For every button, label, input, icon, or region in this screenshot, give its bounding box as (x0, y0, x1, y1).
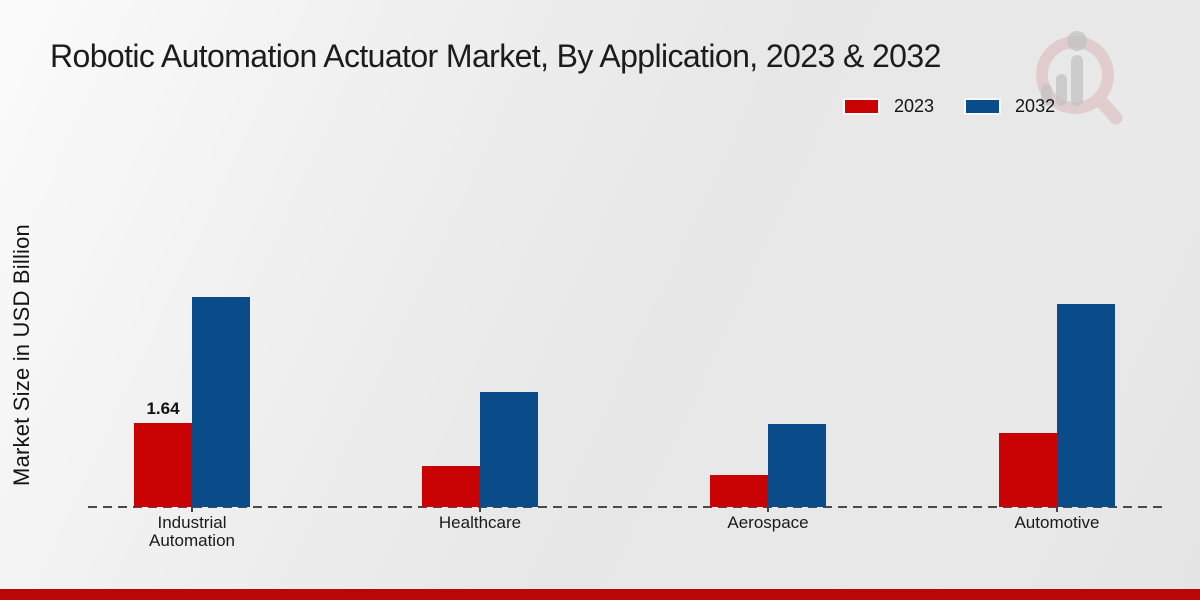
brand-watermark (1028, 28, 1124, 128)
magnifier-logo-icon (1036, 31, 1123, 125)
bar-2023-aerospace (710, 475, 768, 507)
bar-2032-industrial-automation (192, 297, 250, 507)
footer-accent-bar (0, 589, 1200, 600)
category-label-healthcare: Healthcare (438, 513, 522, 532)
axis-tick-healthcare (479, 507, 481, 512)
bar-2023-automotive (999, 433, 1057, 507)
bar-2023-industrial-automation (134, 423, 192, 507)
legend-label-2032: 2032 (1015, 96, 1056, 116)
legend-item-2023: 2023 (843, 96, 934, 117)
y-axis-label-container: Market Size in USD Billion (6, 160, 38, 550)
category-label-industrial-automation: Industrial Automation (149, 513, 235, 550)
legend: 2023 2032 (843, 96, 1055, 117)
x-axis-baseline (88, 506, 1163, 508)
bar-2032-aerospace (768, 424, 826, 507)
axis-tick-industrial-automation (191, 507, 193, 512)
y-axis-label: Market Size in USD Billion (9, 224, 34, 486)
data-label-2023-industrial-automation: 1.64 (146, 399, 180, 418)
legend-item-2032: 2032 (964, 96, 1055, 117)
bar-2023-healthcare (422, 466, 480, 507)
legend-swatch-2023 (843, 98, 880, 115)
legend-label-2023: 2023 (894, 96, 935, 116)
legend-swatch-2032 (964, 98, 1002, 115)
category-label-aerospace: Aerospace (727, 513, 809, 532)
bar-2032-automotive (1057, 304, 1115, 507)
chart-title: Robotic Automation Actuator Market, By A… (50, 38, 941, 74)
axis-tick-automotive (1056, 507, 1058, 512)
bar-2032-healthcare (480, 392, 538, 507)
axis-tick-aerospace (767, 507, 769, 512)
plot-area: Industrial Automation Healthcare Aerospace… (88, 250, 1163, 550)
category-label-automotive: Automotive (1014, 513, 1100, 532)
